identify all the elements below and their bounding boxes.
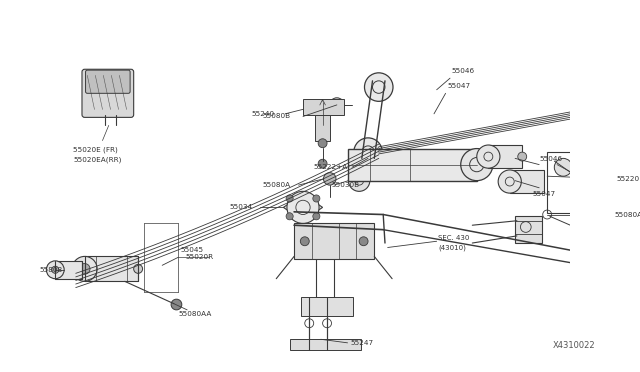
Circle shape bbox=[313, 195, 320, 202]
Circle shape bbox=[313, 213, 320, 220]
Bar bbox=[515, 216, 542, 243]
Text: 55020E (FR): 55020E (FR) bbox=[73, 146, 118, 153]
Text: 55080B: 55080B bbox=[263, 113, 291, 119]
Text: 55240: 55240 bbox=[252, 111, 275, 117]
Text: 55030B: 55030B bbox=[332, 182, 360, 188]
Text: 55247: 55247 bbox=[350, 340, 373, 346]
Circle shape bbox=[461, 148, 493, 181]
Bar bbox=[84, 256, 138, 281]
Text: 55047: 55047 bbox=[533, 191, 556, 197]
Bar bbox=[294, 224, 374, 259]
Text: 55034: 55034 bbox=[230, 204, 253, 211]
Bar bbox=[316, 115, 330, 141]
Text: 55047: 55047 bbox=[447, 83, 470, 89]
Circle shape bbox=[46, 261, 64, 279]
Text: 55222+A: 55222+A bbox=[314, 164, 348, 170]
Bar bbox=[303, 99, 344, 115]
Circle shape bbox=[287, 191, 319, 224]
Circle shape bbox=[498, 170, 522, 193]
Circle shape bbox=[286, 213, 293, 220]
Circle shape bbox=[318, 139, 327, 148]
Text: 55020R: 55020R bbox=[186, 254, 214, 260]
Circle shape bbox=[359, 237, 368, 246]
Bar bbox=[509, 170, 543, 193]
Circle shape bbox=[72, 256, 97, 281]
Circle shape bbox=[554, 158, 572, 176]
Text: 55080A: 55080A bbox=[263, 182, 291, 188]
Text: 55080AA: 55080AA bbox=[178, 311, 212, 317]
Circle shape bbox=[134, 264, 143, 273]
Circle shape bbox=[318, 159, 327, 168]
FancyBboxPatch shape bbox=[86, 70, 130, 93]
Circle shape bbox=[286, 195, 293, 202]
Text: 55045: 55045 bbox=[180, 247, 203, 253]
Circle shape bbox=[330, 98, 344, 112]
Text: 55020EA(RR): 55020EA(RR) bbox=[73, 157, 122, 163]
Text: 55080AE: 55080AE bbox=[615, 212, 640, 218]
Bar bbox=[348, 150, 477, 181]
Bar bbox=[488, 145, 522, 168]
Text: 55808: 55808 bbox=[39, 267, 62, 273]
Circle shape bbox=[584, 179, 602, 197]
Circle shape bbox=[477, 145, 500, 168]
Bar bbox=[55, 261, 82, 279]
Circle shape bbox=[300, 237, 309, 246]
Circle shape bbox=[52, 266, 59, 273]
Circle shape bbox=[365, 73, 393, 101]
Circle shape bbox=[354, 138, 382, 166]
Circle shape bbox=[518, 152, 527, 161]
Circle shape bbox=[348, 170, 370, 191]
Text: (43010): (43010) bbox=[438, 244, 467, 251]
Circle shape bbox=[171, 299, 182, 310]
Text: X4310022: X4310022 bbox=[552, 341, 595, 350]
FancyBboxPatch shape bbox=[82, 69, 134, 118]
Text: 55046: 55046 bbox=[539, 156, 563, 162]
Text: 55220: 55220 bbox=[617, 176, 640, 182]
Bar bbox=[290, 339, 361, 350]
Circle shape bbox=[79, 263, 90, 274]
Bar bbox=[301, 296, 353, 316]
Bar bbox=[547, 152, 609, 213]
Polygon shape bbox=[284, 194, 323, 221]
Text: 55046: 55046 bbox=[452, 68, 475, 74]
Circle shape bbox=[323, 173, 336, 185]
Text: SEC. 430: SEC. 430 bbox=[438, 235, 470, 241]
